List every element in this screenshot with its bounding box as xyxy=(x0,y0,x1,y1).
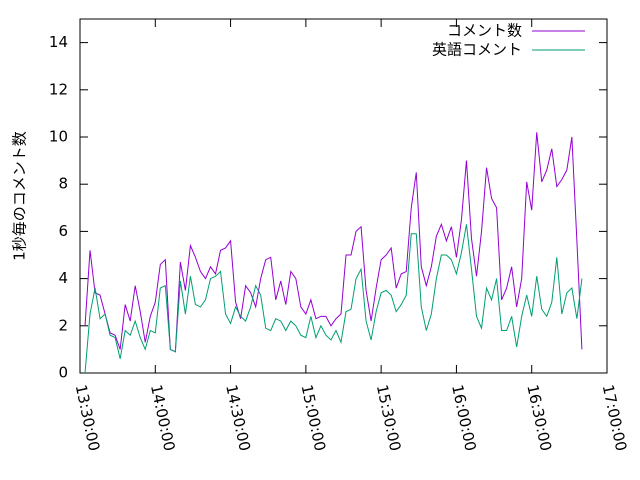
legend-label: 英語コメント xyxy=(432,41,522,59)
y-tick-label: 10 xyxy=(49,128,68,146)
series-line xyxy=(84,224,583,374)
series-line xyxy=(84,132,583,353)
y-tick-label: 0 xyxy=(58,364,68,382)
y-tick-label: 4 xyxy=(58,269,68,287)
y-tick-label: 8 xyxy=(58,175,68,193)
y-axis-label: 1秒毎のコメント数 xyxy=(11,131,29,261)
y-tick-label: 12 xyxy=(49,80,68,98)
legend-label: コメント数 xyxy=(447,22,522,40)
y-tick-label: 2 xyxy=(58,316,68,334)
x-tick-label: 16:30:00 xyxy=(523,383,555,453)
x-tick-label: 13:30:00 xyxy=(72,383,104,453)
x-tick-label: 14:30:00 xyxy=(222,383,254,453)
x-tick-label: 15:30:00 xyxy=(373,383,405,453)
x-tick-label: 14:00:00 xyxy=(147,383,179,453)
x-tick-label: 16:00:00 xyxy=(448,383,480,453)
y-tick-label: 14 xyxy=(49,33,68,51)
x-tick-label: 17:00:00 xyxy=(599,383,631,453)
x-tick-label: 15:00:00 xyxy=(298,383,330,453)
plot-frame xyxy=(79,18,608,374)
y-tick-label: 6 xyxy=(58,222,68,240)
